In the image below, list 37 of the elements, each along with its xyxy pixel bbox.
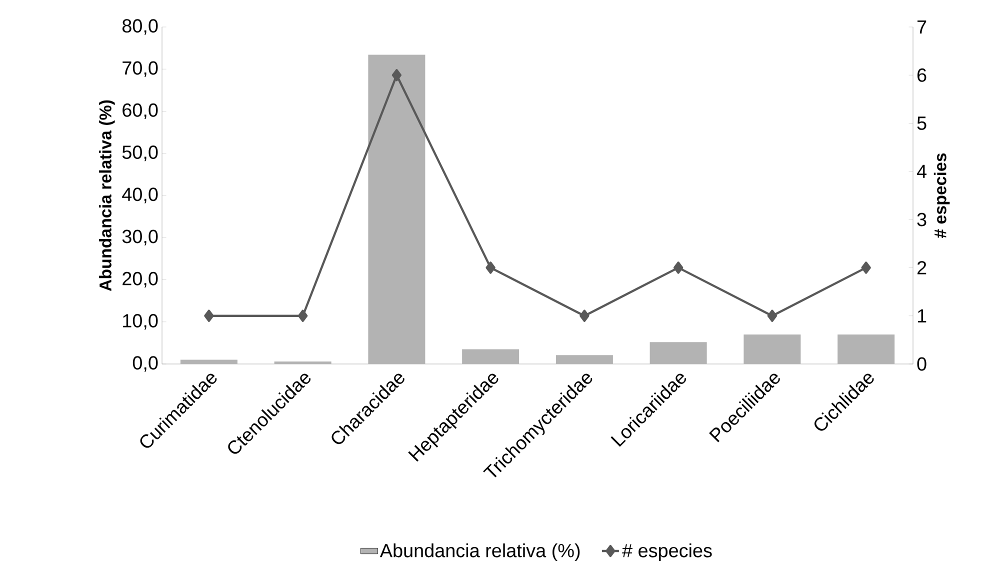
y-tick-label: 10,0 <box>123 314 158 330</box>
y-axis-title: Abundancia relativa (%) <box>99 100 115 292</box>
y2-tick-label: 6 <box>917 68 926 82</box>
y-tick-label: 60,0 <box>122 103 158 120</box>
y-tick-label: 30,0 <box>122 230 158 246</box>
y-tick-label: 40,0 <box>122 188 158 204</box>
y-tick-label: 20,0 <box>122 272 158 288</box>
bar <box>650 342 707 364</box>
point <box>767 310 778 322</box>
bar <box>838 334 895 364</box>
y2-tick-label: 7 <box>917 20 926 34</box>
bar <box>368 54 426 364</box>
y2-tick-label: 0 <box>917 357 926 371</box>
y-tick-label: 50,0 <box>122 146 158 162</box>
point <box>486 262 496 274</box>
bar <box>556 355 613 364</box>
y2-axis-title: # especies <box>934 153 950 238</box>
y2-tick-label: 4 <box>916 164 926 178</box>
y2-tick-label: 5 <box>917 116 926 130</box>
y2-tick-label: 3 <box>917 212 926 226</box>
point <box>298 310 308 322</box>
legend-label: # especies <box>622 543 712 562</box>
bar <box>462 349 520 364</box>
y-tick-label: 70,0 <box>122 61 158 77</box>
y-tick-label: 80,0 <box>122 19 158 35</box>
bar <box>744 334 801 364</box>
point <box>861 262 871 274</box>
point <box>580 310 590 322</box>
y-tick-label: 0,0 <box>132 356 158 372</box>
point <box>392 69 402 82</box>
point <box>204 310 214 322</box>
point <box>673 262 684 274</box>
bar <box>274 361 332 364</box>
legend-label: Abundancia relativa (%) <box>380 543 580 562</box>
bar <box>180 360 238 364</box>
y2-tick-label: 1 <box>918 309 926 322</box>
y2-tick-label: 2 <box>917 261 926 274</box>
